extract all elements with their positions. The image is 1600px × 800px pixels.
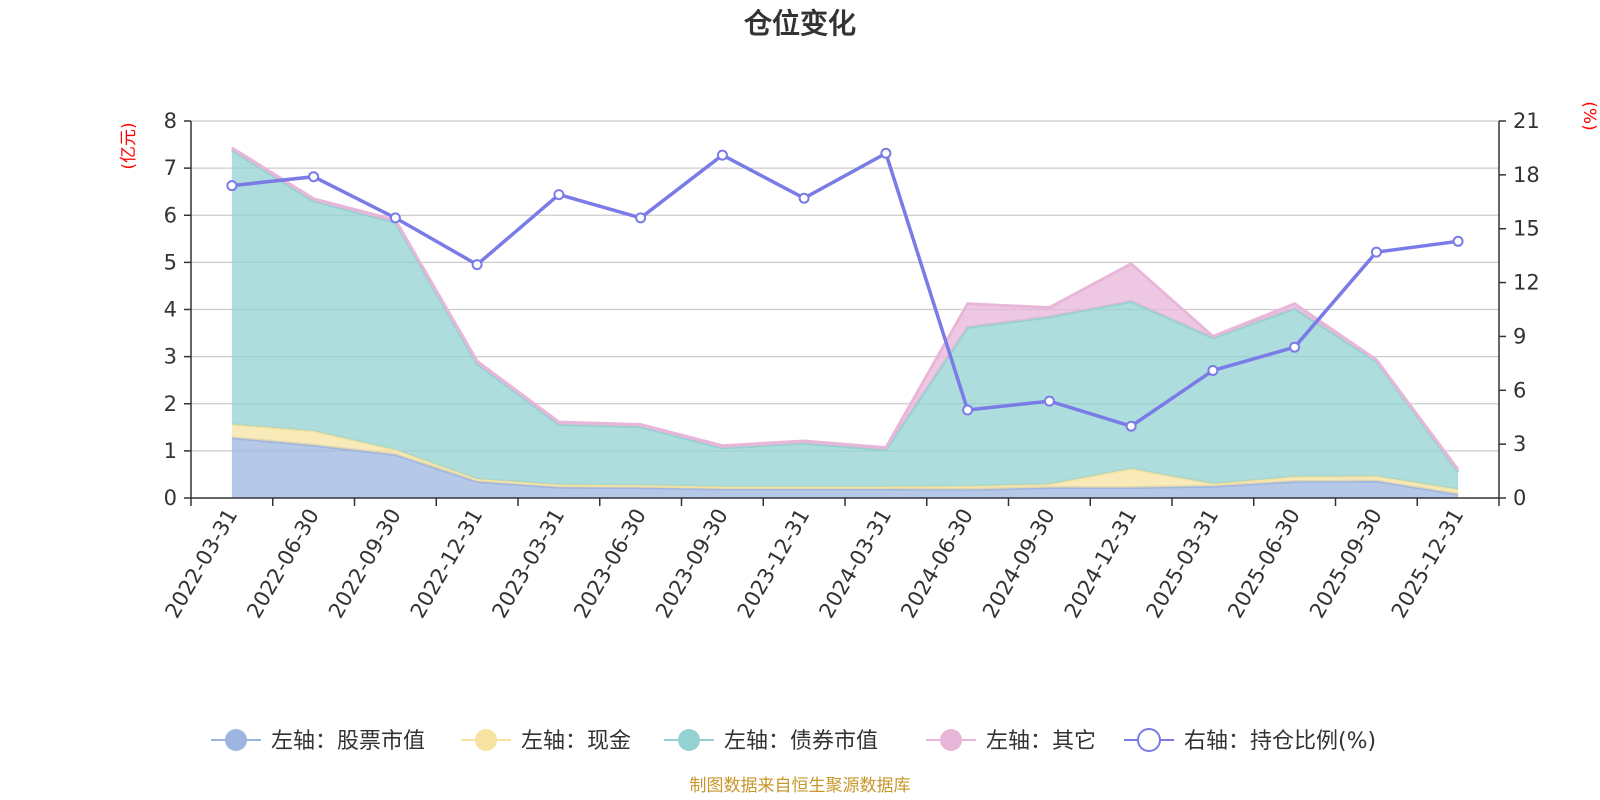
legend-marker: [940, 729, 962, 751]
x-tick-label: 2025-09-30: [1305, 505, 1387, 623]
area-0: [231, 437, 1459, 498]
x-tick-label: 2024-09-30: [978, 505, 1060, 623]
area-2: [231, 150, 1459, 490]
ratio-point: [1125, 420, 1137, 432]
x-tick-label: 2025-06-30: [1223, 505, 1305, 623]
left-tick-label: 4: [164, 298, 177, 322]
legend-label: 左轴：债券市值: [724, 729, 878, 754]
left-tick-label: 0: [164, 486, 177, 510]
ratio-point: [1370, 246, 1382, 258]
ratio-point: [471, 259, 483, 271]
ratio-point: [308, 171, 320, 183]
x-tick-label: 2025-03-31: [1141, 505, 1223, 623]
legend-label: 左轴：股票市值: [271, 729, 425, 754]
stacked-areas: [231, 146, 1460, 498]
x-tick-label: 2023-12-31: [733, 505, 815, 623]
right-tick-label: 12: [1513, 271, 1540, 295]
left-tick-label: 6: [164, 203, 177, 227]
right-tick-label: 3: [1513, 432, 1526, 456]
ratio-point: [635, 212, 647, 224]
legend-label: 左轴：其它: [986, 729, 1096, 754]
x-tick-label: 2023-03-31: [487, 505, 569, 623]
legend-label: 左轴：现金: [521, 729, 631, 754]
x-tick-label: 2025-12-31: [1387, 505, 1469, 623]
right-tick-label: 6: [1513, 378, 1526, 402]
left-tick-label: 1: [164, 439, 177, 463]
left-tick-label: 5: [164, 250, 177, 274]
legend-marker: [678, 729, 700, 751]
ratio-line-path: [231, 150, 1459, 429]
x-tick-label: 2023-09-30: [651, 505, 733, 623]
x-tick-label: 2022-09-30: [324, 505, 406, 623]
ratio-point: [880, 147, 892, 159]
x-tick-label: 2023-06-30: [569, 505, 651, 623]
right-tick-label: 0: [1513, 486, 1526, 510]
x-tick-label: 2022-03-31: [160, 505, 242, 623]
ratio-point: [553, 189, 565, 201]
left-axis-unit: (亿元): [119, 122, 139, 169]
ratio-point: [226, 180, 238, 192]
x-tick-label: 2024-12-31: [1060, 505, 1142, 623]
ratio-point: [716, 149, 728, 161]
x-tick-label: 2024-06-30: [896, 505, 978, 623]
right-tick-label: 18: [1513, 163, 1540, 187]
left-tick-label: 8: [164, 109, 177, 133]
right-tick-label: 21: [1513, 109, 1540, 133]
position-ratio-line: [226, 147, 1464, 432]
ratio-point: [962, 404, 974, 416]
area-edge-3: [231, 146, 1460, 471]
legend: 左轴：股票市值 左轴：现金 左轴：债券市值 左轴：其它 右轴：持仓比例(%): [211, 728, 1376, 754]
left-tick-label: 7: [164, 156, 177, 180]
ratio-point: [1452, 235, 1464, 247]
chart-title: 仓位变化: [744, 7, 856, 40]
x-tick-label: 2024-03-31: [814, 505, 896, 623]
area-1: [231, 424, 1459, 495]
right-tick-label: 9: [1513, 324, 1526, 348]
x-tick-label: 2022-12-31: [406, 505, 488, 623]
ratio-point: [798, 192, 810, 204]
legend-label: 右轴：持仓比例(%): [1184, 729, 1376, 754]
left-tick-label: 3: [164, 345, 177, 369]
legend-marker: [1137, 728, 1161, 752]
right-axis-unit: (%): [1579, 101, 1599, 130]
legend-marker: [475, 729, 497, 751]
x-tick-label: 2022-06-30: [242, 505, 324, 623]
ratio-point: [1043, 395, 1055, 407]
left-tick-label: 2: [164, 392, 177, 416]
legend-marker: [225, 729, 247, 751]
ratio-point: [1207, 365, 1219, 376]
ratio-point: [389, 212, 401, 224]
ratio-point: [1289, 341, 1301, 353]
right-tick-label: 15: [1513, 217, 1540, 241]
data-source: 制图数据来自恒生聚源数据库: [690, 776, 911, 796]
